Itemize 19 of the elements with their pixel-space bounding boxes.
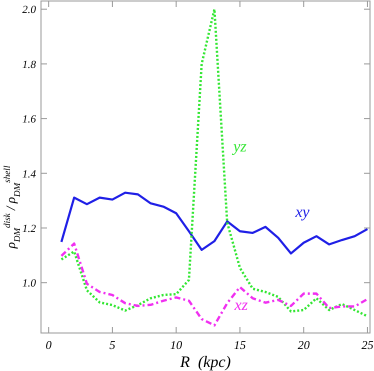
series-label: xy (294, 204, 310, 222)
y-tick-label: 2.0 (22, 4, 36, 16)
y-tick-label: 1.0 (22, 278, 36, 290)
y-tick-label: 1.4 (22, 168, 36, 180)
x-tick-label: 20 (298, 338, 310, 352)
y-tick-label: 1.2 (22, 222, 36, 235)
line-series (60, 242, 369, 327)
series-label: xz (234, 297, 249, 314)
x-tick-label: 25 (361, 338, 374, 352)
x-tick-label: 15 (234, 338, 246, 352)
x-axis-title: R (kpc) (179, 354, 231, 371)
x-tick-label: 10 (170, 338, 182, 352)
x-tick-label: 0 (46, 338, 52, 352)
series-label: yz (231, 138, 248, 156)
y-tick-label: 1.6 (22, 114, 36, 126)
line-series (60, 8, 369, 318)
x-tick-label: 5 (109, 338, 116, 352)
line-series (60, 192, 369, 255)
y-tick-label: 1.8 (22, 58, 36, 71)
